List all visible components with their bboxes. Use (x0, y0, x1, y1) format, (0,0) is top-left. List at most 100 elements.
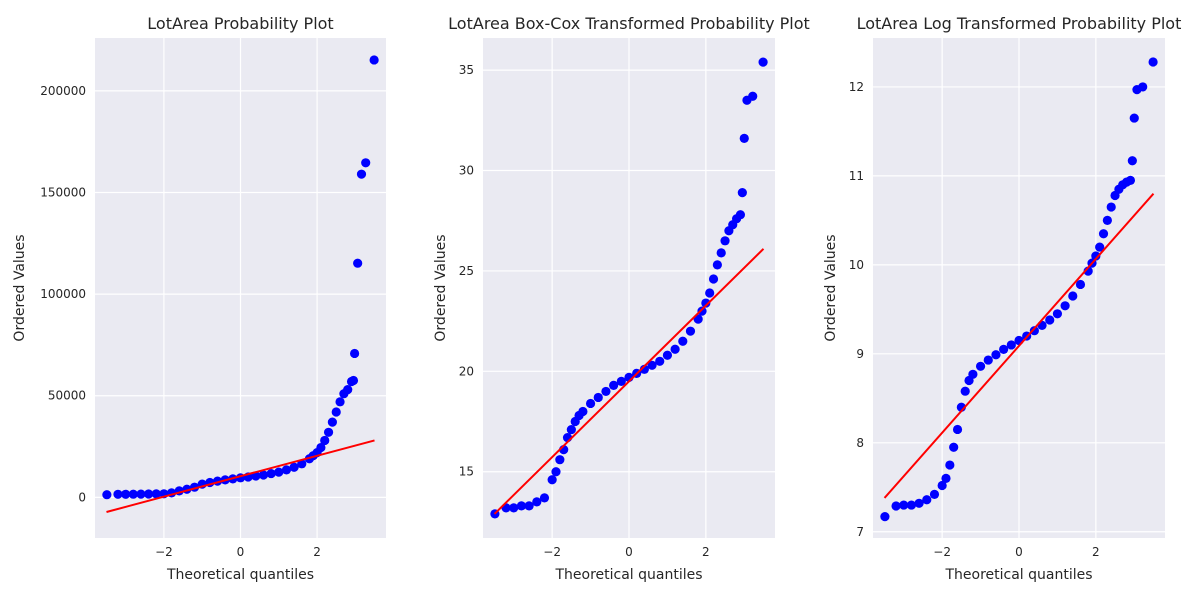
data-point (708, 274, 719, 284)
data-point (539, 493, 550, 503)
y-tick-label: 20 (459, 364, 474, 378)
data-point (258, 470, 269, 480)
data-point (975, 361, 986, 371)
data-point (735, 210, 746, 220)
data-point (914, 498, 924, 508)
data-point (616, 376, 626, 386)
data-point (952, 424, 963, 435)
data-point (1068, 291, 1078, 301)
data-point (1148, 57, 1158, 67)
data-point (151, 489, 161, 499)
data-point (350, 348, 360, 359)
data-point (316, 442, 326, 453)
data-point (678, 336, 688, 346)
data-point (1129, 113, 1139, 123)
x-tick-label: 0 (237, 545, 245, 559)
data-point (670, 344, 680, 354)
x-axis-label: Theoretical quantiles (944, 567, 1092, 583)
data-point (891, 501, 901, 511)
fit-line (493, 248, 765, 515)
y-tick-label: 30 (459, 164, 474, 178)
chart-title: LotArea Box-Cox Transformed Probability … (448, 14, 810, 33)
x-axis-label: Theoretical quantiles (166, 567, 314, 583)
data-point (297, 459, 307, 469)
y-tick-label: 25 (459, 264, 474, 278)
data-point (737, 188, 747, 198)
data-point (369, 55, 379, 65)
x-tick-label: 2 (1092, 545, 1100, 559)
y-tick-label: 200000 (40, 84, 86, 98)
y-tick-label: 150000 (40, 185, 86, 199)
x-tick-label: −2 (543, 545, 561, 559)
data-point (327, 417, 337, 427)
data-point (1075, 279, 1086, 290)
data-point (335, 397, 345, 407)
data-point (144, 489, 154, 499)
data-point (716, 248, 726, 258)
data-point (1102, 215, 1112, 225)
subplot-2: −2 0 2 15 20 25 30 35 LotArea Box-Cox Transforme… (433, 14, 810, 583)
fit-line (883, 193, 1155, 499)
data-point (323, 427, 334, 437)
data-point (343, 385, 353, 395)
data-point (748, 91, 758, 101)
data-point (289, 462, 299, 472)
subplot-3: −2 0 2 7 8 9 10 11 12 LotArea Log Transformed Pro… (823, 14, 1181, 583)
data-point (1098, 229, 1109, 239)
y-axis-label: Ordered Values (823, 234, 839, 341)
y-tick-label: 8 (856, 436, 864, 450)
data-point (102, 490, 112, 500)
data-point (1127, 156, 1137, 166)
data-point (922, 495, 932, 505)
y-axis-label: Ordered Values (12, 234, 28, 341)
data-point (524, 501, 534, 511)
data-point (516, 501, 527, 511)
data-point (697, 306, 707, 316)
data-point (758, 57, 768, 67)
data-point (281, 465, 292, 475)
data-point (647, 360, 657, 370)
data-point (266, 468, 276, 479)
fit-line (106, 439, 375, 513)
data-point (960, 386, 970, 396)
data-point (720, 236, 730, 246)
x-tick-label: 0 (625, 545, 633, 559)
data-point (320, 435, 330, 446)
x-axis-label: Theoretical quantiles (554, 567, 702, 583)
data-point (655, 356, 665, 366)
chart-title: LotArea Log Transformed Probability Plot (857, 14, 1182, 33)
data-point (701, 298, 711, 308)
data-point (662, 350, 673, 360)
data-point (566, 424, 576, 435)
data-point (356, 169, 367, 179)
data-point (593, 392, 603, 403)
y-tick-label: 7 (856, 525, 864, 539)
data-point (551, 467, 561, 477)
y-tick-label: 9 (856, 347, 864, 361)
data-point (532, 497, 542, 507)
data-point (331, 407, 341, 417)
y-tick-label: 15 (459, 465, 474, 479)
data-point (601, 386, 611, 397)
y-tick-label: 35 (459, 63, 474, 77)
x-tick-label: 0 (1015, 545, 1023, 559)
data-point (639, 364, 649, 374)
data-point (1091, 251, 1101, 261)
y-tick-label: 0 (78, 490, 86, 504)
data-point (1006, 340, 1016, 350)
data-point (712, 260, 722, 270)
data-point (361, 158, 371, 168)
data-point (929, 489, 940, 500)
y-tick-label: 100000 (40, 287, 86, 301)
data-point (945, 460, 955, 470)
data-point (274, 467, 284, 477)
data-point (906, 500, 917, 510)
x-tick-label: 2 (313, 545, 321, 559)
data-point (128, 489, 138, 499)
data-point (113, 489, 123, 499)
data-point (121, 489, 131, 499)
x-tick-label: 2 (702, 545, 710, 559)
data-point (1060, 301, 1070, 311)
data-point (1045, 315, 1055, 325)
